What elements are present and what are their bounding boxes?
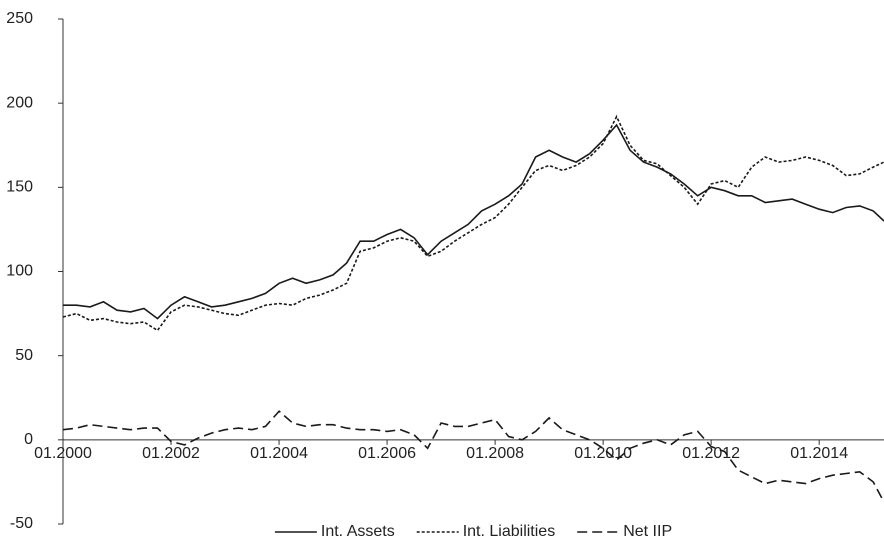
y-tick-label: 250: [6, 10, 33, 27]
legend-label: Int. Liabilities: [463, 523, 556, 540]
y-tick-label: 100: [6, 263, 33, 280]
x-tick-label: 01.2008: [466, 445, 524, 462]
x-tick-label: 01.2006: [358, 445, 416, 462]
series-line: [62, 410, 884, 503]
legend-label: Int. Assets: [321, 523, 395, 540]
series-line: [62, 114, 884, 332]
series-line: [63, 123, 884, 320]
y-tick-label: 50: [15, 347, 33, 364]
x-tick-label: 01.2012: [682, 445, 740, 462]
y-tick-label: -50: [10, 515, 33, 532]
x-tick-label: 01.2000: [34, 445, 92, 462]
x-tick-label: 01.2010: [574, 445, 632, 462]
x-tick-label: 01.2004: [250, 445, 308, 462]
y-tick-label: 0: [24, 431, 33, 448]
y-tick-label: 150: [6, 179, 33, 196]
x-tick-label: 01.2014: [790, 445, 848, 462]
x-tick-label: 01.2002: [142, 445, 200, 462]
legend-label: Net IIP: [623, 523, 672, 540]
y-tick-label: 200: [6, 94, 33, 111]
